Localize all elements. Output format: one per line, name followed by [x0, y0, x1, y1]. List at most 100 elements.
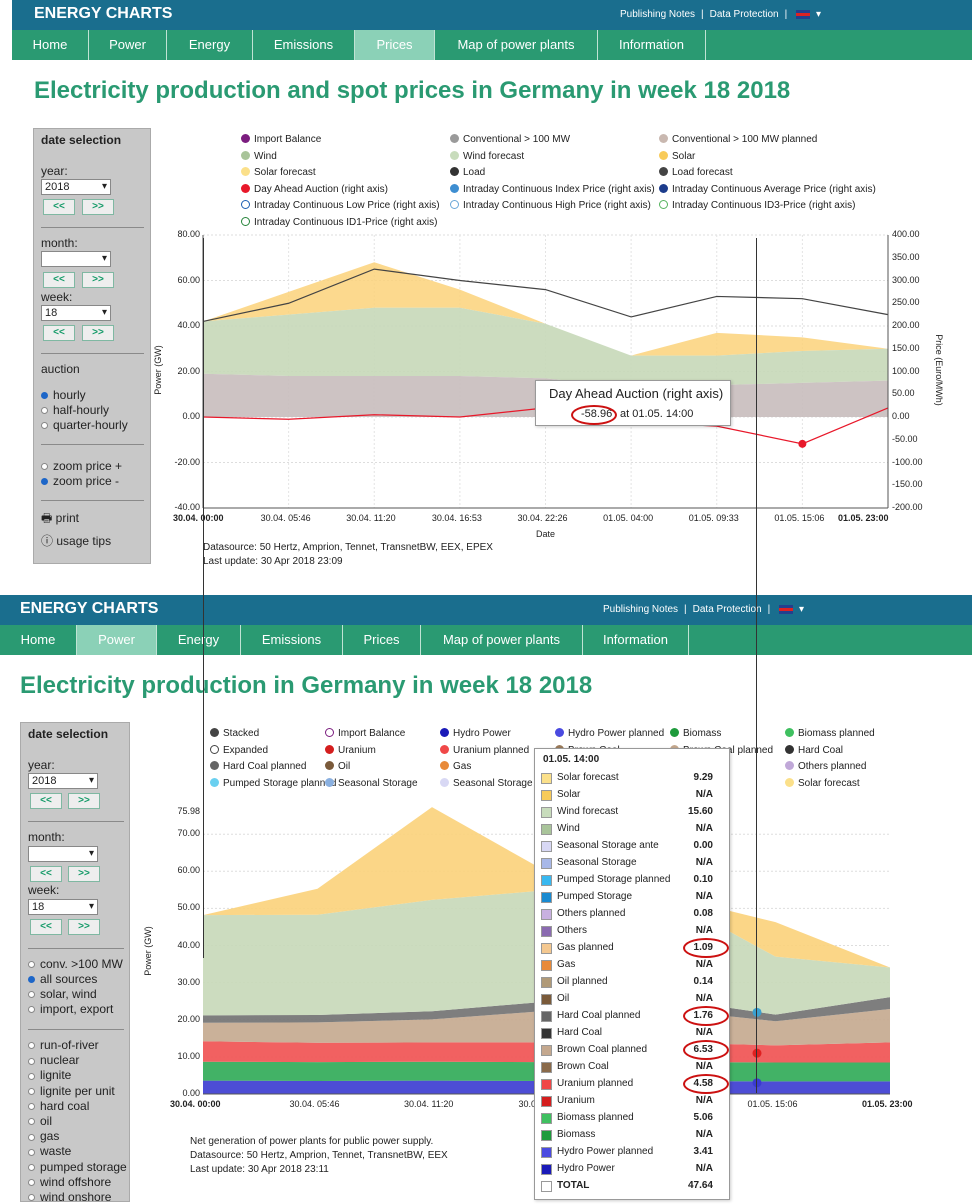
legend-item[interactable]: Intraday Continuous ID1-Price (right axi…	[241, 217, 437, 228]
nav-prices[interactable]: Prices	[355, 30, 435, 60]
nav-information[interactable]: Information	[598, 30, 706, 60]
legend-item[interactable]: Hydro Power planned	[555, 728, 664, 739]
legend-item[interactable]: Oil	[325, 761, 350, 772]
nav-map[interactable]: Map of power plants	[435, 30, 598, 60]
nav-energy[interactable]: Energy	[167, 30, 253, 60]
zoom-price-plus-radio[interactable]: zoom price +	[41, 459, 122, 473]
nav-information[interactable]: Information	[583, 625, 689, 655]
source-radio[interactable]: all sources	[28, 972, 97, 986]
legend-item[interactable]: Solar forecast	[785, 777, 860, 789]
legend-item[interactable]: Uranium	[325, 744, 376, 756]
legend-item[interactable]: Hydro Power	[440, 728, 511, 739]
nav-power[interactable]: Power	[77, 625, 157, 655]
type-radio[interactable]: lignite per unit	[28, 1084, 115, 1098]
auction-quarter-hourly-radio[interactable]: quarter-hourly	[41, 418, 128, 432]
nav-power[interactable]: Power	[89, 30, 167, 60]
legend-item[interactable]: Load	[450, 167, 485, 178]
month-prev-button[interactable]: <<	[30, 866, 62, 882]
type-radio[interactable]: pumped storage	[28, 1160, 127, 1174]
week-next-button[interactable]: >>	[68, 919, 100, 935]
month-select[interactable]	[28, 846, 98, 862]
auction-half-hourly-radio[interactable]: half-hourly	[41, 403, 109, 417]
legend-item[interactable]: Conventional > 100 MW	[450, 134, 570, 145]
legend-item[interactable]: Load forecast	[659, 167, 733, 178]
legend-item[interactable]: Pumped Storage planned	[210, 777, 336, 789]
uk-flag-icon[interactable]	[795, 9, 810, 19]
language-dropdown-icon[interactable]: ▾	[815, 9, 821, 20]
month-prev-button[interactable]: <<	[43, 272, 75, 288]
legend-item[interactable]: Import Balance	[241, 134, 321, 145]
legend-item[interactable]: Intraday Continuous Average Price (right…	[659, 183, 876, 195]
source-radio[interactable]: import, export	[28, 1002, 113, 1016]
legend-item[interactable]: Import Balance	[325, 728, 405, 739]
legend-item[interactable]: Uranium planned	[440, 744, 529, 756]
publishing-notes-link[interactable]: Publishing Notes	[602, 604, 679, 615]
data-protection-link[interactable]: Data Protection	[709, 9, 779, 20]
week-select[interactable]: 18	[28, 899, 98, 915]
type-radio[interactable]: waste	[28, 1144, 71, 1158]
legend-item[interactable]: Stacked	[210, 728, 259, 739]
legend-item[interactable]: Seasonal Storage	[325, 777, 418, 789]
type-radio[interactable]: run-of-river	[28, 1038, 99, 1052]
series-point[interactable]	[752, 1048, 762, 1058]
nav-home[interactable]: Home	[12, 30, 89, 60]
series-point[interactable]	[752, 1007, 762, 1017]
data-protection-link[interactable]: Data Protection	[692, 604, 762, 615]
type-radio[interactable]: lignite	[28, 1068, 71, 1082]
legend-item[interactable]: Conventional > 100 MW planned	[659, 134, 817, 145]
usage-tips-link[interactable]: ⓘ usage tips	[41, 532, 111, 549]
legend-item[interactable]: Wind forecast	[450, 150, 524, 162]
week-prev-button[interactable]: <<	[30, 919, 62, 935]
legend-item[interactable]: Gas	[440, 761, 471, 772]
brand-logo[interactable]: ENERGY CHARTS	[20, 600, 159, 617]
legend-item[interactable]: Wind	[241, 150, 277, 162]
legend-item[interactable]: Hard Coal	[785, 744, 843, 756]
type-radio[interactable]: wind onshore	[28, 1190, 111, 1204]
series-point[interactable]	[752, 1078, 762, 1088]
legend-item[interactable]: Biomass	[670, 728, 721, 739]
month-select[interactable]	[41, 251, 111, 267]
legend-item[interactable]: Intraday Continuous ID3-Price (right axi…	[659, 200, 855, 211]
nav-map[interactable]: Map of power plants	[421, 625, 583, 655]
source-radio[interactable]: conv. >100 MW	[28, 957, 123, 971]
legend-item[interactable]: Intraday Continuous Low Price (right axi…	[241, 200, 440, 211]
year-next-button[interactable]: >>	[68, 793, 100, 809]
type-radio[interactable]: oil	[28, 1114, 52, 1128]
nav-emissions[interactable]: Emissions	[253, 30, 355, 60]
month-next-button[interactable]: >>	[68, 866, 100, 882]
language-dropdown-icon[interactable]: ▾	[798, 604, 804, 615]
year-select[interactable]: 2018	[41, 179, 111, 195]
nav-prices[interactable]: Prices	[343, 625, 421, 655]
print-link[interactable]: 🖶 print	[41, 509, 79, 530]
type-radio[interactable]: wind offshore	[28, 1175, 111, 1189]
week-prev-button[interactable]: <<	[43, 325, 75, 341]
year-prev-button[interactable]: <<	[43, 199, 75, 215]
legend-item[interactable]: Others planned	[785, 761, 866, 772]
week-select[interactable]: 18	[41, 305, 111, 321]
type-radio[interactable]: nuclear	[28, 1053, 79, 1067]
price-point[interactable]	[798, 439, 807, 448]
nav-emissions[interactable]: Emissions	[241, 625, 343, 655]
uk-flag-icon[interactable]	[778, 604, 793, 614]
zoom-price-minus-radio[interactable]: zoom price -	[41, 474, 119, 488]
type-radio[interactable]: gas	[28, 1129, 59, 1143]
legend-item[interactable]: Intraday Continuous High Price (right ax…	[450, 200, 651, 211]
legend-item[interactable]: Intraday Continuous Index Price (right a…	[450, 183, 655, 195]
month-next-button[interactable]: >>	[82, 272, 114, 288]
year-prev-button[interactable]: <<	[30, 793, 62, 809]
year-next-button[interactable]: >>	[82, 199, 114, 215]
year-select[interactable]: 2018	[28, 773, 98, 789]
legend-item[interactable]: Hard Coal planned	[210, 761, 306, 772]
legend-item[interactable]: Biomass planned	[785, 728, 875, 739]
legend-item[interactable]: Seasonal Storage ante	[440, 777, 555, 789]
nav-energy[interactable]: Energy	[157, 625, 241, 655]
brand-logo[interactable]: ENERGY CHARTS	[34, 5, 173, 22]
type-radio[interactable]: hard coal	[28, 1099, 89, 1113]
legend-item[interactable]: Day Ahead Auction (right axis)	[241, 183, 388, 195]
source-radio[interactable]: solar, wind	[28, 987, 97, 1001]
legend-item[interactable]: Solar forecast	[241, 167, 316, 178]
nav-home[interactable]: Home	[0, 625, 77, 655]
legend-item[interactable]: Solar	[659, 150, 695, 162]
legend-item[interactable]: Expanded	[210, 744, 268, 756]
week-next-button[interactable]: >>	[82, 325, 114, 341]
